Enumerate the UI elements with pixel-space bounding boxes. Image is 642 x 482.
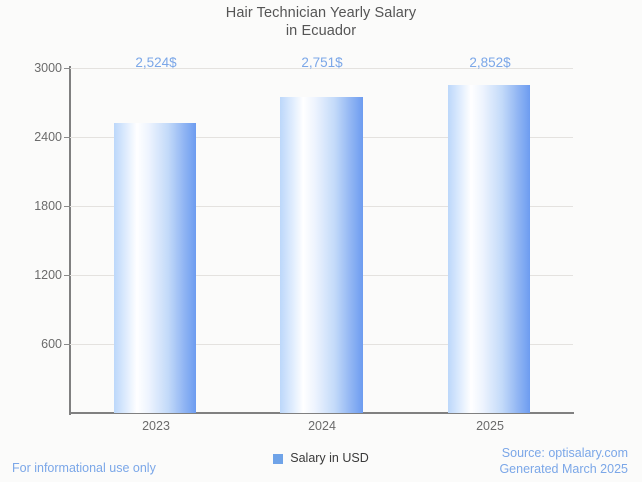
y-tick-label-1800: 1800 [34,199,62,213]
gridline-3000 [70,68,573,69]
plot-area [64,68,573,413]
chart-subtitle: in Ecuador [285,23,357,39]
x-tick-label-2024: 2024 [308,419,336,433]
chart-title-line-1: Hair Technician Yearly Salary [225,5,417,21]
y-tick-mark-1200 [64,275,70,276]
y-tick-mark-2400 [64,137,70,138]
legend-swatch-icon [273,453,284,464]
legend-item-salary-in-usd[interactable]: Salary in USD [267,450,375,467]
y-axis-line [69,66,71,415]
bar-value-label-2025: 2,852$ [469,55,511,70]
y-tick-mark-3000 [64,68,70,69]
y-tick-mark-1800 [64,206,70,207]
bar-value-label-2024: 2,751$ [301,55,343,70]
bar-value-label-2023: 2,524$ [135,55,177,70]
bar-2025[interactable] [448,85,530,413]
footer-disclaimer: For informational use only [12,461,156,475]
bar-2023[interactable] [114,123,196,413]
y-tick-label-1200: 1200 [34,268,62,282]
y-tick-label-2400: 2400 [34,130,62,144]
footer-source-block: Source: optisalary.com Generated March 2… [499,445,628,477]
footer-generated-date: Generated March 2025 [499,462,628,476]
bar-2024[interactable] [280,97,363,413]
y-tick-mark-600 [64,344,70,345]
y-tick-label-3000: 3000 [34,61,62,75]
footer-source: Source: optisalary.com [501,446,628,460]
x-axis-line [69,412,574,414]
x-tick-label-2023: 2023 [142,419,170,433]
legend-item-label: Salary in USD [290,451,369,465]
y-tick-label-600: 600 [41,337,62,351]
x-tick-label-2025: 2025 [476,419,504,433]
chart-title: Hair Technician Yearly Salary in Ecuador [0,4,642,40]
